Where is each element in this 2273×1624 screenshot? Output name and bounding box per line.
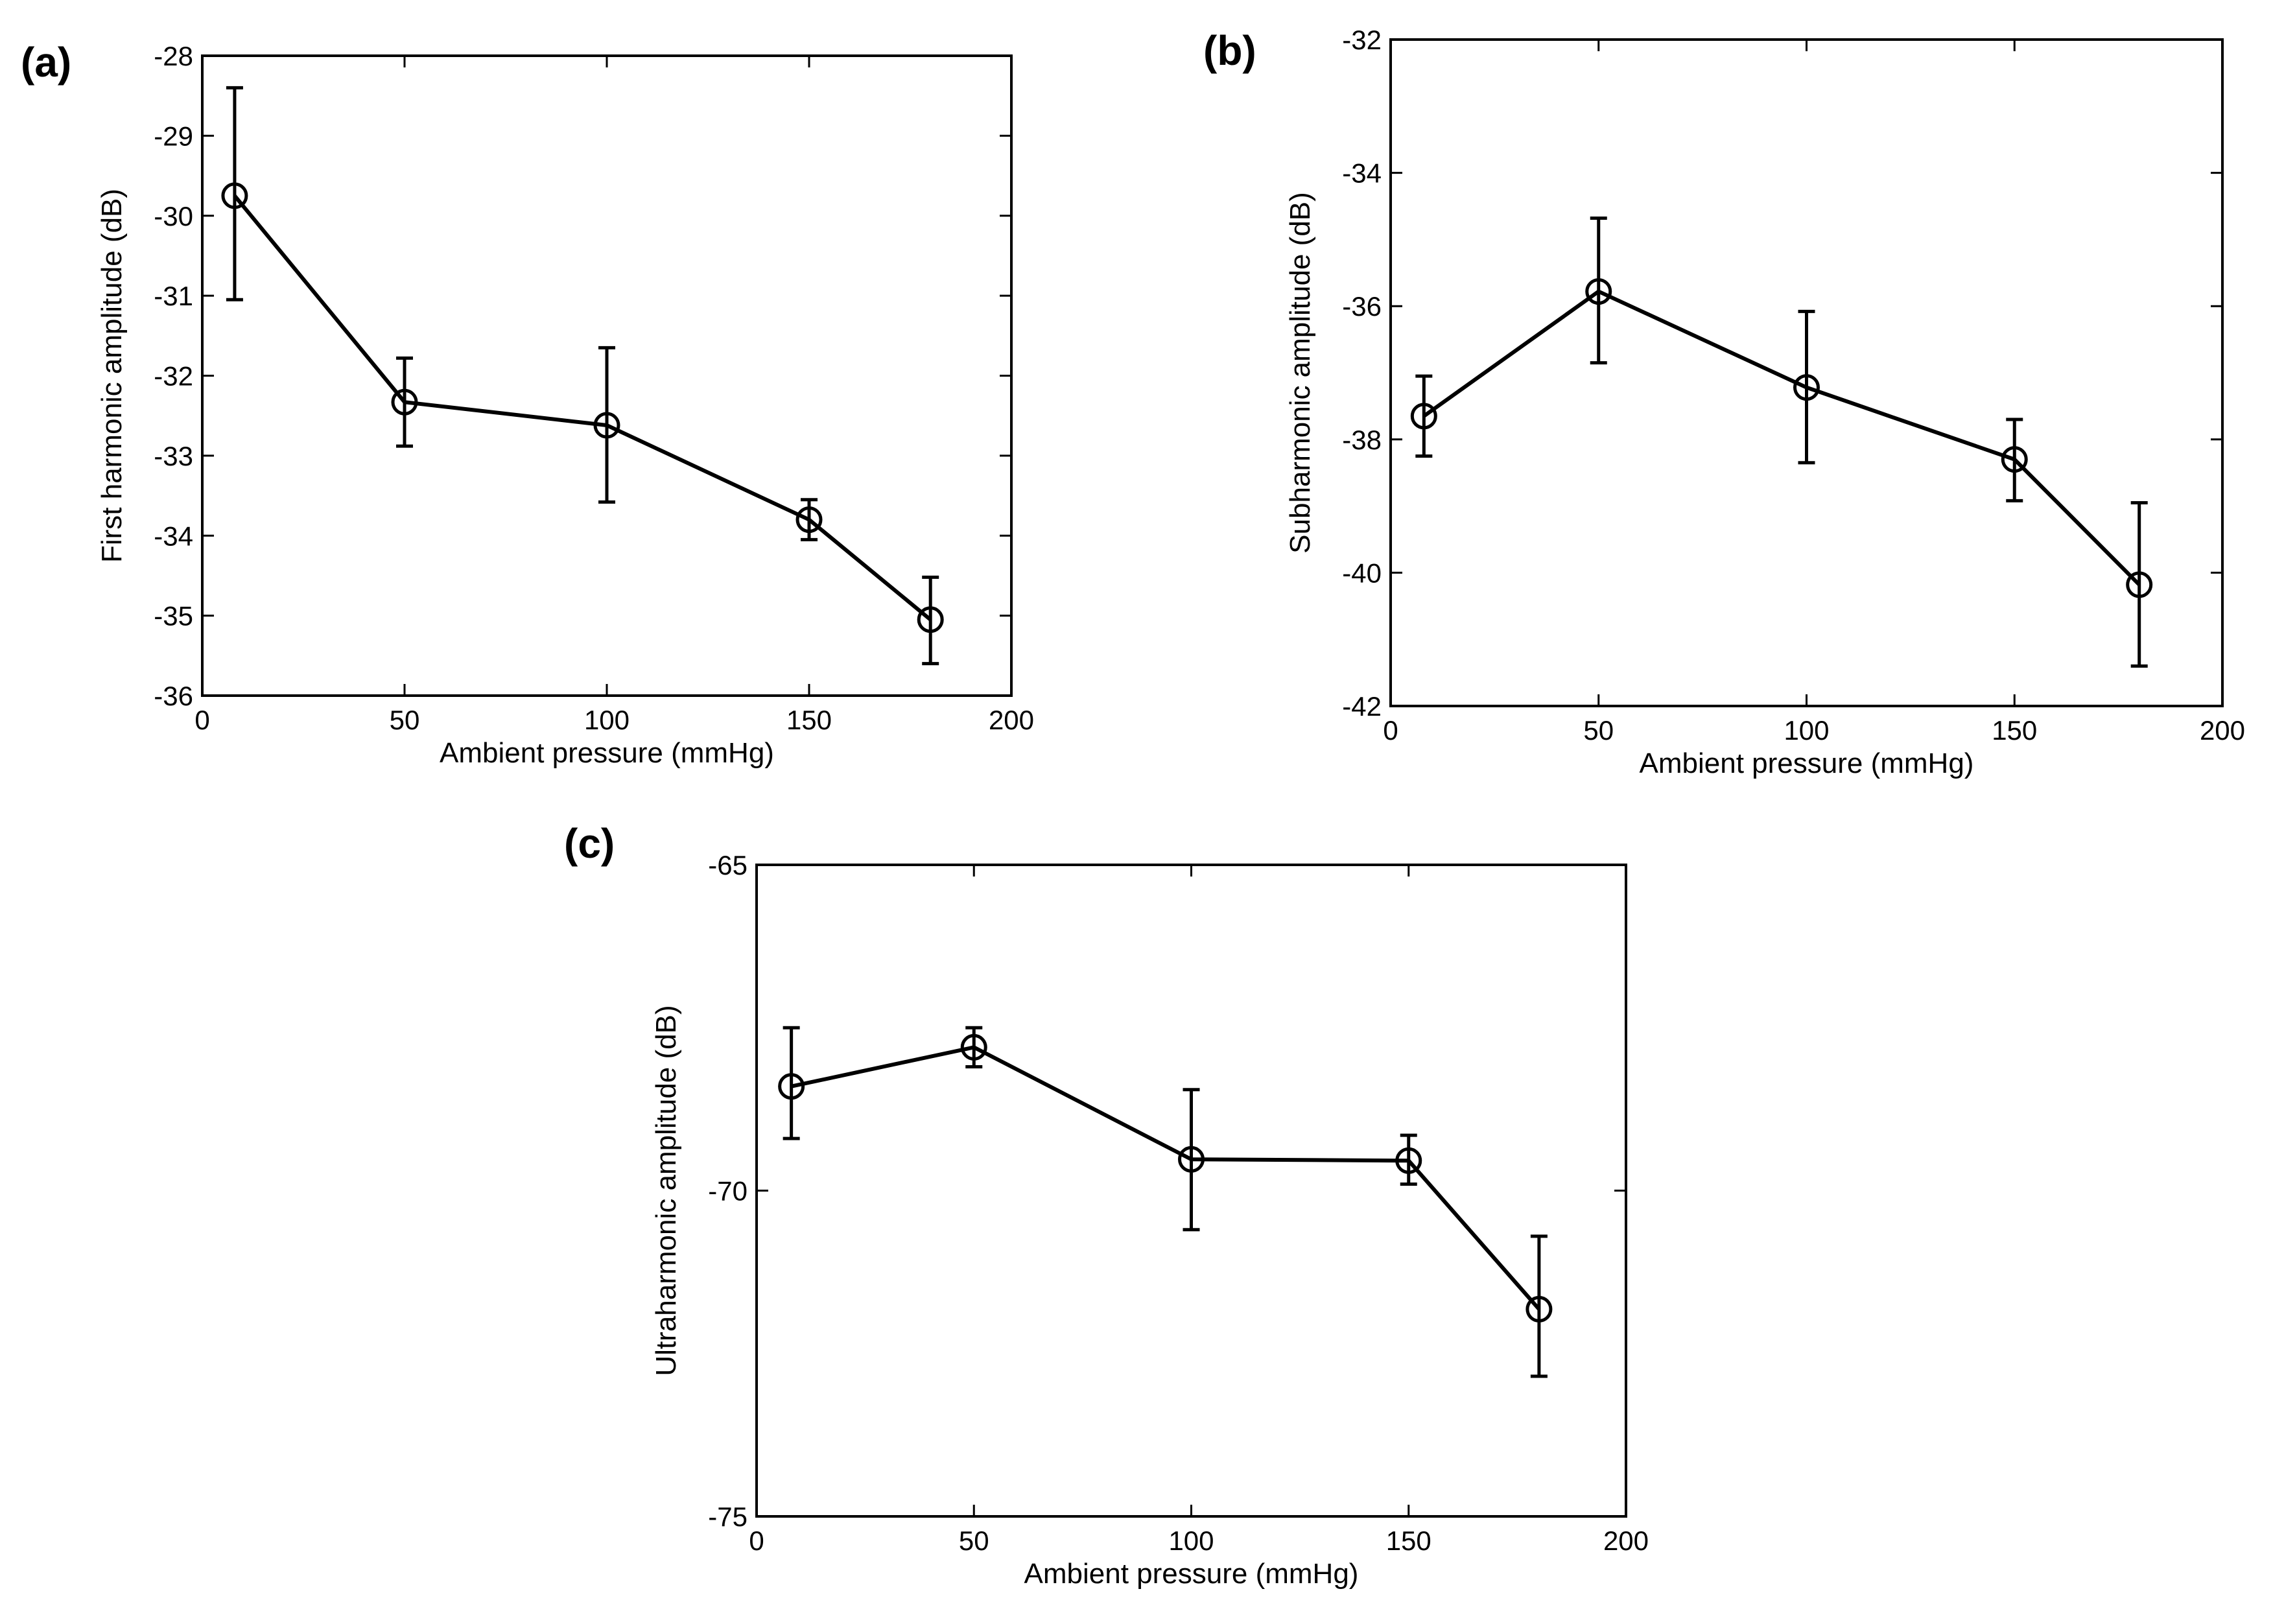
chart-b-error-bar	[1798, 309, 1815, 465]
chart-a-error-bar	[922, 575, 939, 666]
chart-c-data-point	[1178, 1146, 1205, 1173]
chart-a-error-bar	[801, 498, 818, 541]
chart-b-error-bar	[2006, 418, 2023, 502]
chart-a-y-tick-label: -32	[154, 361, 193, 392]
chart-c-panel-label: (c)	[564, 820, 615, 867]
chart-b-error-bar	[1590, 217, 1607, 365]
chart-c-x-tick-label: 50	[959, 1525, 989, 1556]
chart-c: (c) 0 50 100 150 200 -75 -70 -65 Ambient pressure…	[564, 820, 1649, 1590]
chart-a-error-bar	[396, 356, 413, 448]
chart-b-error-bar	[1415, 374, 1433, 458]
chart-a-y-tick-label: -34	[154, 521, 193, 551]
chart-c-x-tick-label: 200	[1603, 1525, 1649, 1556]
chart-a-data-point	[795, 506, 823, 534]
chart-c-error-bar	[1530, 1234, 1548, 1378]
chart-b-x-axis-label: Ambient pressure (mmHg)	[1640, 747, 1974, 779]
chart-b-data-point	[1793, 374, 1820, 401]
chart-b-y-axis-label: Subharmonic amplitude (dB)	[1284, 192, 1316, 554]
chart-a-series-line	[233, 194, 932, 622]
chart-a-y-axis-label: First harmonic amplitude (dB)	[96, 189, 128, 563]
chart-a-data-point	[917, 606, 944, 633]
chart-c-error-bar	[1400, 1133, 1417, 1186]
chart-b-data-point	[2126, 571, 2153, 598]
chart-a-x-tick-label: 0	[194, 705, 209, 735]
chart-b-error-bar	[2130, 500, 2148, 668]
chart-c-data-point	[1525, 1295, 1553, 1323]
chart-a-x-tick-label: 150	[786, 705, 832, 735]
chart-b-y-tick-label: -36	[1342, 291, 1382, 322]
chart-a-x-tick-label: 100	[584, 705, 630, 735]
chart-a-x-tick-label: 50	[390, 705, 420, 735]
chart-b-y-tick-label: -42	[1342, 691, 1382, 722]
chart-a-error-bar	[598, 346, 615, 504]
chart-a-panel-label: (a)	[21, 39, 71, 86]
chart-c-data-point	[1395, 1147, 1422, 1174]
chart-a-y-tick-label: -28	[154, 41, 193, 71]
chart-a-y-tick-label: -31	[154, 281, 193, 311]
chart-a-data-point	[593, 412, 620, 439]
chart-a-data-point	[221, 182, 248, 209]
chart-c-error-bar	[1183, 1088, 1200, 1232]
chart-b-x-tick-label: 100	[1784, 715, 1829, 746]
chart-b-data-point	[1585, 278, 1612, 305]
chart-a-data-point	[391, 388, 418, 416]
chart-c-data-point	[960, 1033, 987, 1061]
chart-b-y-tick-label: -32	[1342, 25, 1382, 55]
chart-b-y-tick-label: -40	[1342, 558, 1382, 588]
chart-c-x-tick-label: 150	[1386, 1525, 1431, 1556]
chart-b-y-tick-label: -38	[1342, 425, 1382, 455]
chart-c-x-tick-label: 0	[749, 1525, 764, 1556]
chart-b-x-tick-label: 50	[1583, 715, 1614, 746]
chart-b-x-tick-label: 0	[1383, 715, 1398, 746]
chart-c-error-bar	[783, 1026, 800, 1140]
chart-a-y-tick-label: -35	[154, 601, 193, 631]
chart-c-y-axis-label: Ultraharmonic amplitude (dB)	[650, 1005, 682, 1376]
chart-a-x-axis-label: Ambient pressure (mmHg)	[440, 737, 774, 769]
chart-a-y-tick-label: -33	[154, 441, 193, 471]
chart-a-y-tick-label: -29	[154, 121, 193, 151]
chart-c-data-point	[778, 1073, 805, 1100]
chart-b-panel-label: (b)	[1203, 27, 1256, 74]
chart-a-y-tick-label: -30	[154, 201, 193, 231]
chart-b-y-tick-label: -34	[1342, 158, 1382, 189]
chart-c-x-tick-label: 100	[1168, 1525, 1214, 1556]
chart-c-y-tick-label: -70	[708, 1176, 748, 1206]
chart-b: (b) 0 50 100 150 200 -42 -40 -38 -36 -34 -32 Ambient…	[1203, 25, 2245, 779]
chart-c-y-tick-label: -75	[708, 1501, 748, 1532]
chart-c-x-axis-label: Ambient pressure (mmHg)	[1024, 1558, 1359, 1590]
chart-b-data-point	[1410, 403, 1437, 430]
chart-c-series-line	[791, 1045, 1541, 1311]
chart-b-x-tick-label: 150	[1992, 715, 2037, 746]
chart-a-y-tick-label: -36	[154, 681, 193, 711]
chart-a: (a) 0 50 100 150 200 -36 -35 -34 -33 -32 -31 -30 -29 -…	[21, 39, 1034, 769]
chart-c-y-tick-label: -65	[708, 850, 748, 880]
chart-b-data-point	[2001, 446, 2028, 473]
chart-a-error-bar	[226, 86, 243, 301]
chart-a-x-tick-label: 200	[989, 705, 1034, 735]
chart-b-x-tick-label: 200	[2200, 715, 2245, 746]
chart-b-series-line	[1422, 289, 2141, 587]
